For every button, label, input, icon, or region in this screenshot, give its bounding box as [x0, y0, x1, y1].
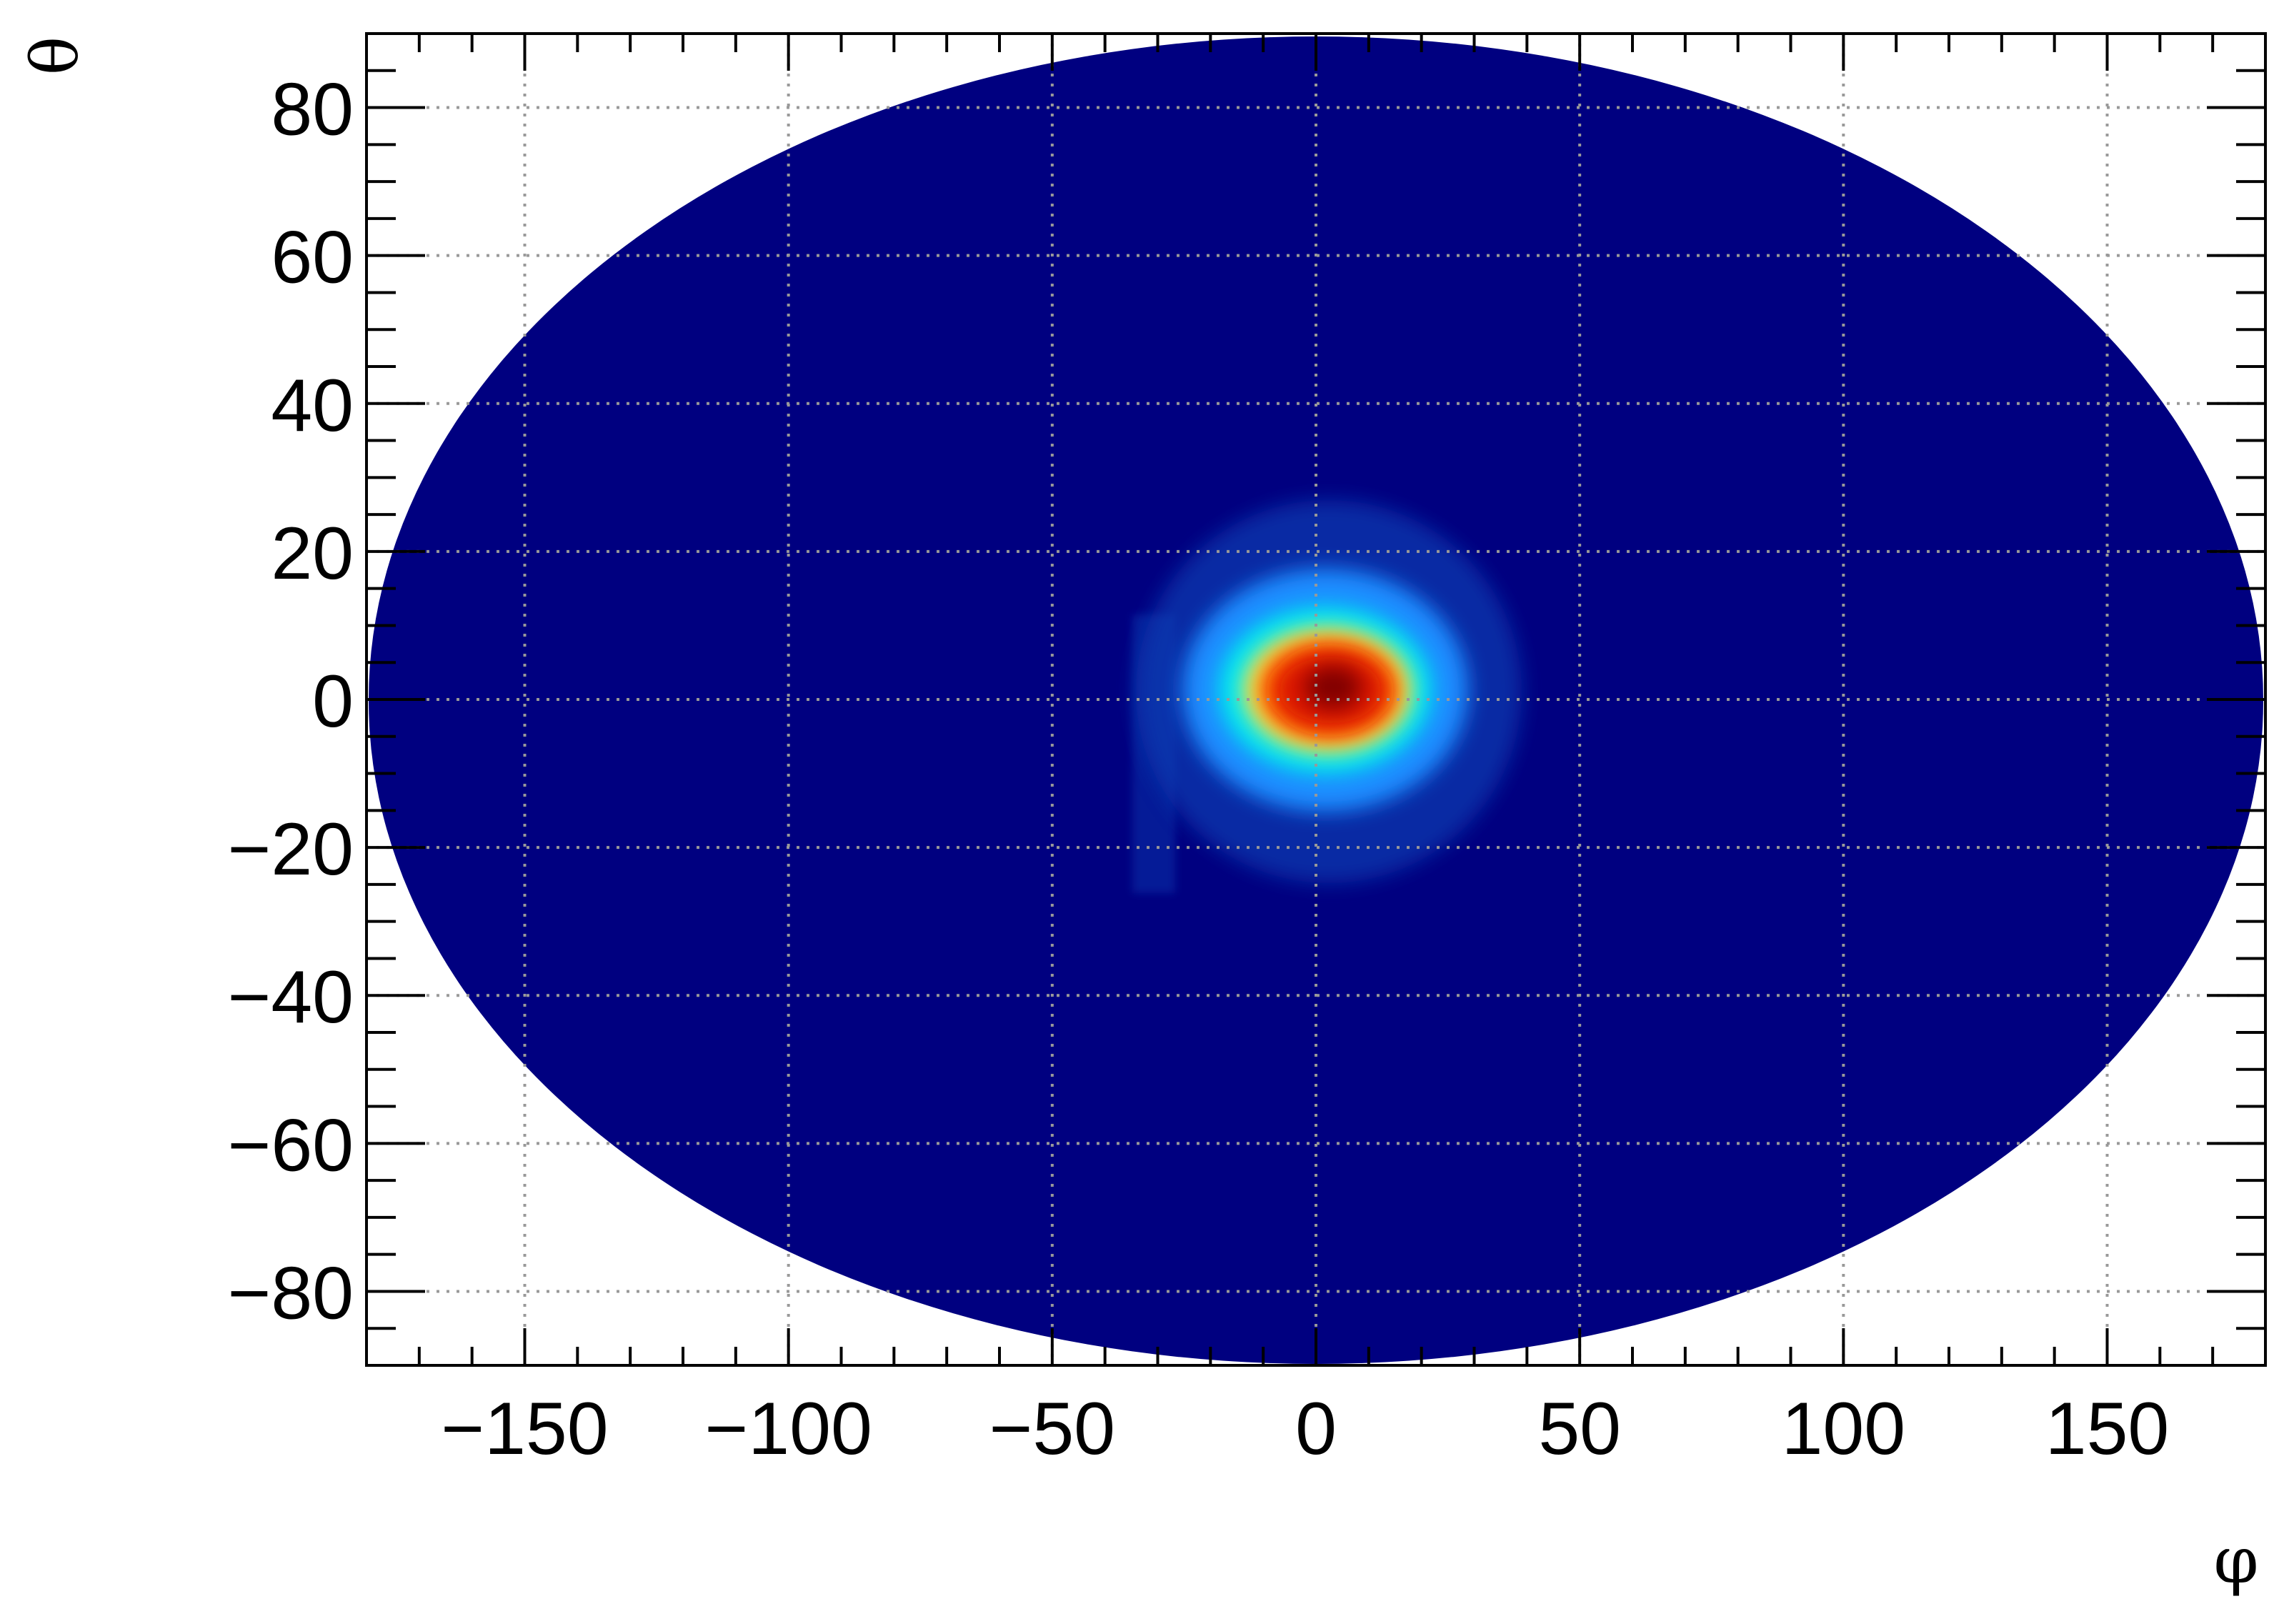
- hotspot-core: [1305, 666, 1362, 709]
- y-tick-label: −40: [228, 956, 354, 1039]
- x-tick-label: −150: [441, 1388, 608, 1470]
- x-tick-labels: −150 −100 −50 0 50 100 150: [441, 1388, 2169, 1470]
- x-tick-label: 150: [2045, 1388, 2170, 1470]
- y-tick-label: 40: [271, 364, 354, 447]
- y-tick-label: 80: [271, 69, 354, 151]
- y-tick-label: 0: [312, 660, 354, 743]
- y-tick-label: 60: [271, 216, 354, 299]
- axis-ticks: [365, 32, 2267, 1367]
- x-tick-label: 0: [1295, 1388, 1337, 1470]
- x-tick-label: 50: [1538, 1388, 1621, 1470]
- grid-lines: [366, 34, 2265, 1365]
- intensity-hotspot: [1132, 500, 1522, 893]
- x-tick-label: −50: [989, 1388, 1115, 1470]
- y-tick-label: −80: [228, 1252, 354, 1335]
- x-tick-label: −100: [705, 1388, 872, 1470]
- y-tick-label: −20: [228, 808, 354, 891]
- x-axis-title: φ: [2213, 1523, 2258, 1598]
- y-tick-label: −60: [228, 1104, 354, 1187]
- y-axis-title: θ: [18, 36, 93, 75]
- y-tick-labels: −80 −60 −40 −20 0 20 40 60 80: [228, 69, 354, 1335]
- plot-frame: [365, 32, 2267, 1367]
- x-tick-label: 100: [1782, 1388, 1906, 1470]
- y-tick-label: 20: [271, 512, 354, 595]
